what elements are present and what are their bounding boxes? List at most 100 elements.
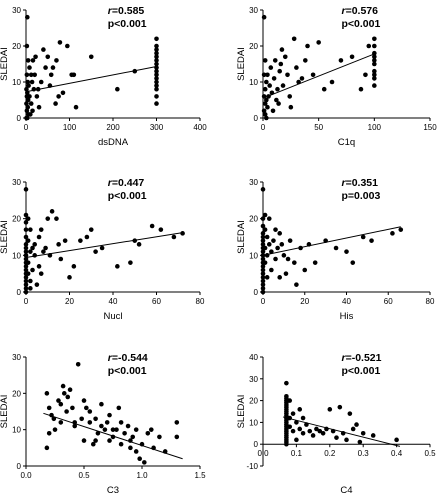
data-point — [115, 264, 120, 269]
data-point — [291, 36, 297, 42]
r-symbol: r — [108, 5, 113, 17]
data-point — [23, 220, 29, 225]
r-symbol: r — [108, 352, 113, 364]
data-point — [275, 86, 280, 92]
data-point — [34, 94, 40, 99]
data-point — [95, 431, 101, 436]
data-point — [102, 427, 108, 432]
data-point — [349, 54, 355, 60]
y-tick-label: 30 — [12, 353, 21, 362]
x-tick-label: 40 — [109, 297, 118, 306]
data-point — [370, 433, 376, 438]
data-point — [306, 242, 312, 247]
data-point — [262, 227, 268, 232]
data-point — [136, 242, 142, 247]
data-point — [288, 104, 294, 110]
data-point — [46, 431, 52, 436]
data-point — [23, 227, 29, 232]
data-point — [99, 245, 105, 251]
data-point — [132, 238, 138, 243]
data-point — [264, 97, 269, 103]
data-point — [71, 72, 77, 78]
data-point — [174, 420, 180, 425]
data-point — [284, 380, 289, 386]
data-point — [60, 90, 66, 96]
x-tick-label: 0.4 — [391, 449, 403, 458]
data-point — [118, 420, 124, 425]
data-point — [137, 456, 142, 462]
data-point — [273, 227, 278, 232]
data-point — [114, 427, 119, 432]
data-point — [269, 90, 275, 96]
y-axis-title: SLEDAI — [0, 220, 10, 254]
data-point — [262, 58, 268, 63]
data-point — [24, 72, 30, 78]
data-point — [266, 216, 272, 221]
data-point — [110, 434, 116, 440]
regression-line — [25, 66, 157, 93]
data-point — [300, 415, 306, 421]
data-point — [154, 101, 159, 106]
p-value-label: p<0.001 — [341, 365, 380, 377]
x-tick-label: 0 — [261, 297, 266, 306]
y-tick-label: 0 — [17, 462, 22, 471]
data-point — [354, 422, 359, 427]
data-point — [262, 86, 268, 92]
data-point — [279, 47, 285, 52]
data-point — [269, 249, 274, 254]
data-point — [50, 65, 56, 70]
data-point — [88, 227, 94, 232]
data-point — [305, 43, 310, 49]
data-point — [23, 245, 29, 251]
data-point — [333, 245, 339, 251]
x-tick-label: 150 — [423, 123, 437, 132]
data-point — [23, 249, 29, 254]
r-value-label: r=0.351 — [341, 177, 378, 189]
data-point — [277, 68, 283, 74]
data-point — [57, 40, 63, 45]
data-point — [128, 445, 133, 451]
y-tick-label: 10 — [12, 426, 21, 435]
x-tick-label: 0.0 — [257, 449, 269, 458]
data-point — [260, 267, 266, 273]
data-point — [36, 104, 42, 110]
r-symbol: r — [341, 352, 346, 364]
data-point — [67, 387, 73, 393]
data-point — [360, 431, 366, 436]
data-point — [27, 65, 32, 70]
data-point — [25, 97, 31, 103]
data-point — [314, 426, 319, 432]
data-point — [260, 264, 266, 269]
y-tick-label: 10 — [249, 251, 258, 260]
data-point — [54, 216, 59, 221]
data-point — [324, 426, 329, 432]
data-point — [23, 278, 29, 284]
data-point — [58, 420, 64, 425]
r-symbol: r — [108, 177, 113, 189]
x-tick-label: 0 — [261, 123, 266, 132]
x-tick-label: 300 — [150, 123, 164, 132]
data-point — [65, 43, 70, 49]
data-point — [125, 423, 131, 429]
data-point — [321, 86, 327, 92]
data-point — [28, 249, 33, 254]
data-point — [118, 441, 124, 447]
data-point — [297, 407, 303, 412]
data-point — [73, 104, 79, 110]
data-point — [316, 40, 321, 45]
data-point — [149, 223, 155, 229]
data-point — [320, 431, 326, 436]
data-point — [327, 407, 333, 412]
data-point — [260, 278, 266, 284]
data-point — [266, 94, 271, 99]
data-point — [44, 445, 50, 451]
data-point — [260, 286, 266, 291]
data-point — [338, 58, 344, 63]
r-value: =0.351 — [346, 177, 379, 189]
data-point — [154, 72, 159, 78]
data-point — [110, 427, 116, 432]
data-point — [38, 227, 44, 232]
data-point — [260, 289, 266, 295]
y-tick-label: 30 — [249, 375, 258, 384]
